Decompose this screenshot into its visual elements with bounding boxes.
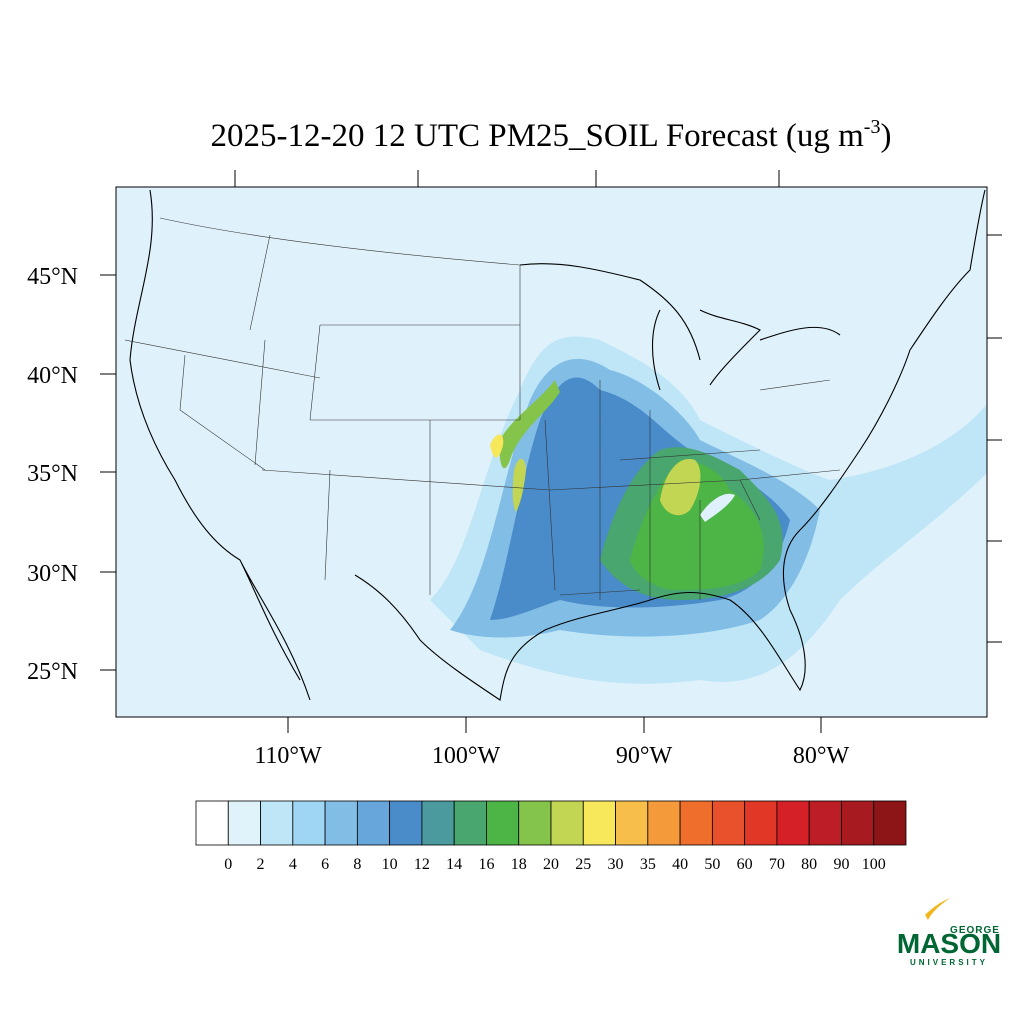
colorbar-label: 40 — [672, 856, 688, 873]
colorbar-box — [873, 800, 907, 846]
colorbar-box — [195, 800, 229, 846]
logo-top: GEORGE — [950, 925, 1000, 936]
map-frame — [115, 186, 988, 718]
colorbar-box — [518, 800, 552, 846]
colorbar-box — [550, 800, 584, 846]
latitude-label: 25°N — [27, 659, 78, 685]
colorbar-label: 30 — [608, 856, 624, 873]
longitude-label: 90°W — [616, 743, 673, 769]
latitude-label: 35°N — [27, 461, 78, 487]
latitude-label: 30°N — [27, 561, 78, 587]
colorbar-label: 10 — [382, 856, 398, 873]
colorbar-box — [227, 800, 261, 846]
title-superscript: -3 — [864, 116, 881, 138]
latitude-label: 45°N — [27, 264, 78, 290]
logo-main: MASON — [897, 928, 1001, 959]
colorbar-box — [615, 800, 649, 846]
colorbar-box — [486, 800, 520, 846]
colorbar-box — [389, 800, 423, 846]
colorbar-label: 80 — [801, 856, 817, 873]
colorbar-box — [744, 800, 778, 846]
colorbar-box — [776, 800, 810, 846]
colorbar-box — [324, 800, 358, 846]
colorbar-box — [421, 800, 455, 846]
colorbar-box — [647, 800, 681, 846]
colorbar-label: 12 — [414, 856, 430, 873]
frame-ticks — [100, 170, 1002, 733]
colorbar-box — [841, 800, 875, 846]
colorbar-box — [260, 800, 294, 846]
colorbar-label: 60 — [737, 856, 753, 873]
longitude-label: 100°W — [432, 743, 501, 769]
coastlines — [129, 189, 986, 701]
colorbar-label: 100 — [862, 856, 886, 873]
colorbar-box — [711, 800, 746, 846]
logo: GEORGE MASON UNIVERSITY — [897, 898, 1001, 967]
map: 45°N 40°N 35°N 30°N 25°N 110°W 100°W 90°… — [27, 170, 1002, 769]
longitude-labels: 110°W 100°W 90°W 80°W — [254, 743, 849, 769]
concentration-field — [430, 336, 987, 684]
colorbar-label: 8 — [353, 856, 361, 873]
colorbar-label: 50 — [704, 856, 720, 873]
colorbar-box — [679, 800, 713, 846]
colorbar-box — [356, 800, 391, 846]
title-closing: ) — [880, 118, 891, 154]
latitude-label: 40°N — [27, 363, 78, 389]
colorbar-label: 70 — [769, 856, 785, 873]
colorbar-label: 0 — [224, 856, 232, 873]
longitude-label: 80°W — [793, 743, 850, 769]
logo-bottom: UNIVERSITY — [910, 958, 988, 967]
state-borders — [124, 217, 841, 600]
latitude-labels: 45°N 40°N 35°N 30°N 25°N — [27, 264, 78, 685]
colorbar-label: 6 — [321, 856, 329, 873]
colorbar-label: 2 — [257, 856, 265, 873]
colorbar-label: 18 — [511, 856, 527, 873]
longitude-label: 110°W — [254, 743, 322, 769]
colorbar-box — [453, 800, 487, 846]
colorbar-label: 16 — [478, 856, 494, 873]
colorbar-label: 4 — [289, 856, 297, 873]
colorbar-label: 20 — [543, 856, 559, 873]
colorbar-label: 35 — [640, 856, 656, 873]
colorbar-box — [292, 800, 326, 846]
colorbar-label: 25 — [575, 856, 591, 873]
title: 2025-12-20 12 UTC PM25_SOIL Forecast (ug… — [211, 116, 892, 154]
colorbar-box — [582, 800, 616, 846]
colorbar: 0 2 4 6 8 10 12 14 16 18 20 25 30 35 40 50 60 70 80 90 100 — [195, 800, 907, 873]
title-text: 2025-12-20 12 UTC PM25_SOIL Forecast (ug… — [211, 118, 865, 154]
colorbar-box — [808, 800, 842, 846]
colorbar-label: 14 — [446, 856, 462, 873]
colorbar-label: 90 — [833, 856, 849, 873]
